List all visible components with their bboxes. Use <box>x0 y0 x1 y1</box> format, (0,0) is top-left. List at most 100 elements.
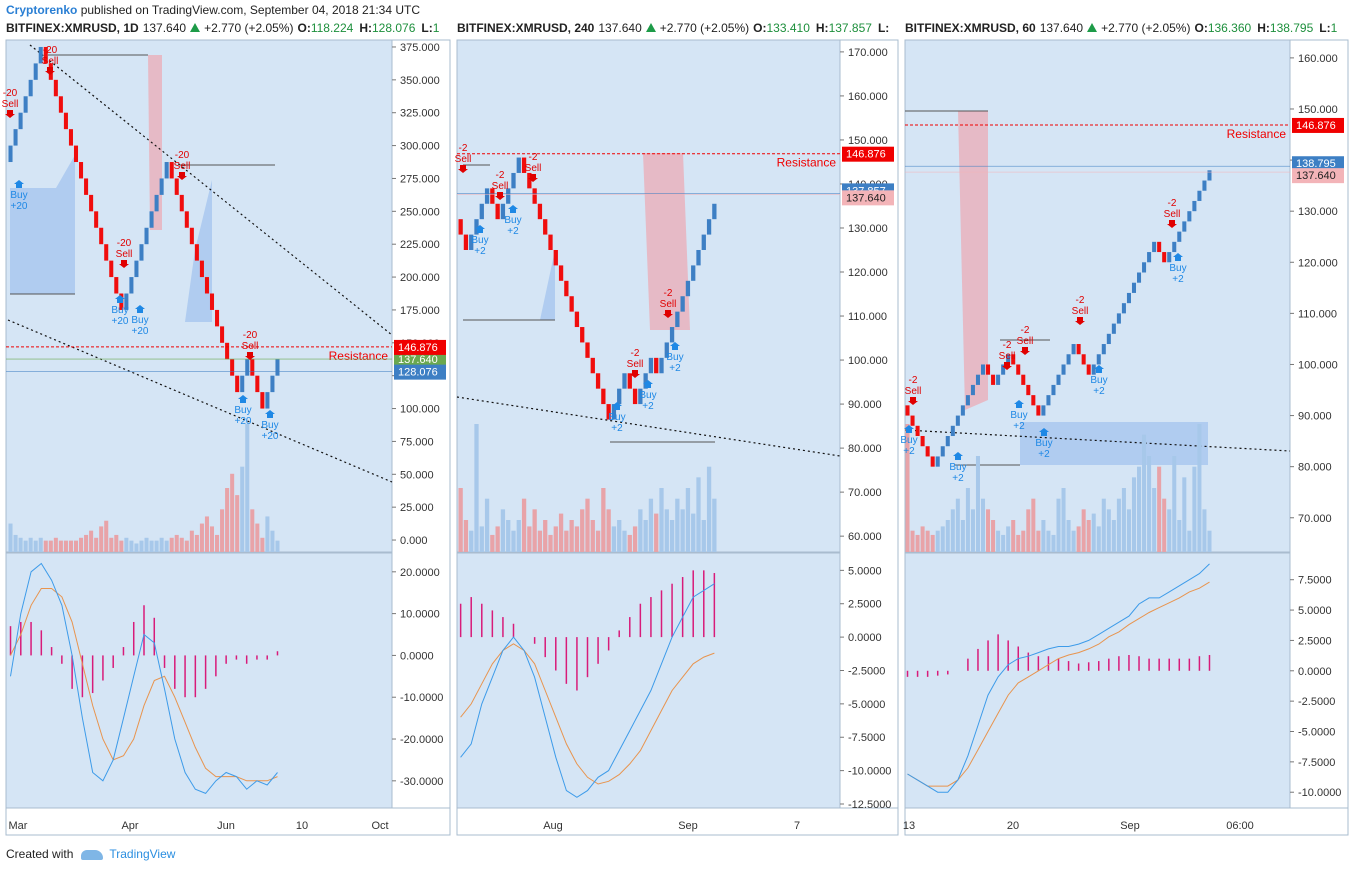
volume-bar <box>1131 477 1137 552</box>
volume-bar <box>1101 498 1106 552</box>
price-tag <box>1292 168 1344 184</box>
renko-brick <box>1006 354 1011 365</box>
renko-brick <box>664 342 669 358</box>
renko-brick <box>696 249 701 266</box>
macd-tick-label: -12.5000 <box>848 799 891 811</box>
trend-line <box>904 429 1291 452</box>
volume-bar <box>553 526 558 552</box>
renko-brick <box>245 359 250 376</box>
sell-arrow <box>5 110 15 118</box>
renko-brick <box>28 79 33 97</box>
signal-qty: +2 <box>474 246 486 257</box>
renko-brick <box>109 260 114 278</box>
volume-bar <box>220 509 225 552</box>
renko-brick <box>463 234 469 250</box>
renko-brick <box>154 194 159 212</box>
y-tick-label: 325.000 <box>400 108 440 120</box>
volume-bar <box>1086 520 1091 552</box>
signal-side: Buy <box>608 412 625 423</box>
low-value: 1 <box>1330 21 1338 35</box>
signal-qty: +2 <box>903 446 915 457</box>
volume-bar <box>574 526 580 552</box>
brand[interactable]: TradingView <box>109 847 176 861</box>
y-tick-label: 130.000 <box>848 223 888 235</box>
volume-bar <box>980 498 986 552</box>
volume-bar <box>260 537 265 552</box>
volume-bar <box>910 530 915 552</box>
volume-bar <box>469 530 474 552</box>
volume-bar <box>1142 434 1147 552</box>
change-arrow <box>1087 23 1098 32</box>
open-label: O: <box>1194 21 1208 35</box>
sell-arrow <box>245 352 255 360</box>
macd-line <box>460 583 715 798</box>
buy-arrow <box>953 452 963 460</box>
renko-brick <box>1001 364 1006 375</box>
price-tag <box>842 146 894 162</box>
shade <box>1020 422 1208 465</box>
renko-brick <box>1197 190 1202 201</box>
renko-brick <box>184 211 189 228</box>
volume-bar <box>58 540 63 552</box>
y-tick-label: 130.000 <box>1298 206 1338 218</box>
last-price: 137.640 <box>1039 21 1084 35</box>
renko-brick <box>1061 364 1066 375</box>
volume-bar <box>1177 520 1182 552</box>
high-label: H: <box>815 21 829 35</box>
volume-bar <box>975 456 980 552</box>
change: +2.770 (+2.05%) <box>1101 21 1191 35</box>
buy-arrow <box>1014 400 1024 408</box>
macd-tick-label: -20.0000 <box>400 734 443 746</box>
volume-bar <box>235 495 240 552</box>
volume-bar <box>94 537 99 552</box>
renko-brick <box>1066 354 1071 365</box>
volume-bar <box>159 537 164 552</box>
signal-side: Sell <box>492 181 509 192</box>
renko-brick <box>144 227 149 245</box>
macd-tick-label: 10.0000 <box>400 609 440 621</box>
volume-bar <box>204 516 209 552</box>
signal-side: Buy <box>666 352 683 363</box>
publisher[interactable]: Cryptorenko <box>6 3 78 17</box>
volume-bar <box>139 540 144 552</box>
renko-brick <box>935 456 940 467</box>
volume-bar <box>119 540 124 552</box>
renko-brick <box>970 384 975 396</box>
x-tick-label: 13 <box>903 820 915 832</box>
symbol: BITFINEX:XMRUSD, 60 <box>905 21 1036 35</box>
volume-bar <box>8 523 13 552</box>
price-tag <box>394 352 446 368</box>
signal-side: Sell <box>1072 306 1089 317</box>
y-tick-label: 170.000 <box>848 47 888 59</box>
renko-brick <box>104 244 109 261</box>
volume-bar <box>255 523 260 552</box>
buy-arrow <box>508 205 518 213</box>
volume-bar <box>1036 530 1041 552</box>
macd-tick-label: -5.0000 <box>848 699 885 711</box>
signal-qty: +2 <box>611 423 623 434</box>
volume-bar <box>1116 498 1121 552</box>
volume-bar <box>675 498 680 552</box>
renko-brick <box>275 359 280 376</box>
volume-bar <box>225 488 230 552</box>
renko-brick <box>149 211 154 228</box>
sell-arrow <box>45 67 55 75</box>
sell-arrow <box>458 165 468 173</box>
volume-bar <box>701 520 706 552</box>
volume-bar <box>1157 466 1162 552</box>
y-tick-label: 100.000 <box>400 404 440 416</box>
macd-tick-label: 20.0000 <box>400 567 440 579</box>
renko-brick <box>996 374 1001 385</box>
signal-side: Buy <box>1010 410 1027 421</box>
volume-bar <box>659 488 664 552</box>
renko-brick <box>950 425 955 437</box>
signal-side: Buy <box>949 462 966 473</box>
open-label: O: <box>753 21 767 35</box>
signal-qty: -2 <box>496 170 505 181</box>
macd-pane <box>5 552 393 809</box>
x-tick-label: Aug <box>543 820 563 832</box>
volume-bar <box>996 530 1001 552</box>
renko-brick <box>622 373 627 389</box>
volume-bar <box>1202 509 1207 552</box>
x-tick-label: Sep <box>678 820 698 832</box>
